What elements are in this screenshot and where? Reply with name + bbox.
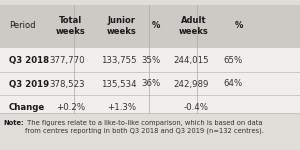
Text: 65%: 65% [224,56,243,65]
Text: -0.4%: -0.4% [184,103,208,112]
Text: Q3 2018: Q3 2018 [9,56,49,65]
Text: The figures relate to a like-to-like comparison, which is based on data
from cen: The figures relate to a like-to-like com… [25,120,263,134]
Text: 135,534: 135,534 [101,80,136,88]
Bar [0,47,300,113]
Text: +1.3%: +1.3% [107,103,136,112]
Text: Change: Change [9,103,45,112]
Text: Total
weeks: Total weeks [56,16,85,36]
Text: 36%: 36% [141,80,160,88]
Text: %: % [152,21,160,30]
Bar [0,4,300,47]
Text: 377,770: 377,770 [50,56,86,65]
Text: 378,523: 378,523 [50,80,86,88]
Text: 64%: 64% [224,80,243,88]
Text: Adult
weeks: Adult weeks [179,16,208,36]
Text: 133,755: 133,755 [101,56,136,65]
Text: Period: Period [9,21,35,30]
Text: 244,015: 244,015 [173,56,208,65]
Text: %: % [235,21,243,30]
Text: +0.2%: +0.2% [56,103,86,112]
Text: Junior
weeks: Junior weeks [107,16,136,36]
Text: Note:: Note: [3,120,24,126]
Text: Q3 2019: Q3 2019 [9,80,49,88]
Text: 35%: 35% [141,56,160,65]
Text: 242,989: 242,989 [173,80,208,88]
